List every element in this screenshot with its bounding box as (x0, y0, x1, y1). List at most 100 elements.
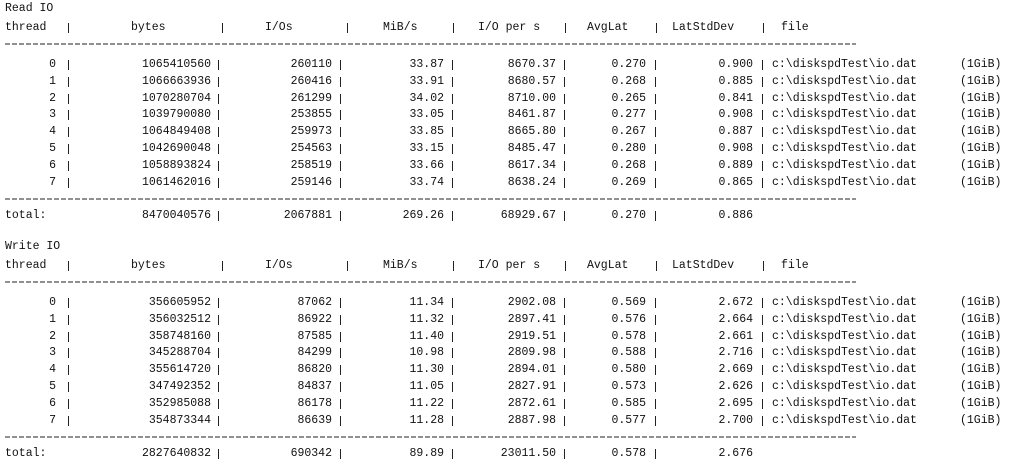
column-divider (656, 23, 657, 33)
column-divider (68, 23, 69, 33)
cell: 2.700 (718, 413, 753, 427)
column-divider (564, 110, 565, 121)
file-path: c:\diskspdTest\io.dat (772, 142, 917, 155)
cell: 2 (49, 329, 56, 343)
file-size: (1GiB) (960, 158, 1002, 172)
column-divider (452, 331, 453, 342)
column-header: bytes (131, 21, 166, 34)
cell: 3 (49, 108, 56, 122)
cell: 0 (49, 58, 56, 71)
cell: 34.02 (409, 91, 444, 105)
column-divider (218, 127, 219, 138)
cell: 33.85 (409, 125, 444, 139)
column-divider (68, 60, 69, 70)
column-divider (218, 76, 219, 87)
cell: 10.98 (409, 346, 444, 360)
file-path: c:\diskspdTest\io.dat (772, 158, 917, 172)
file-path: c:\diskspdTest\io.dat (772, 329, 917, 343)
column-header: LatStdDev (672, 259, 735, 272)
section-title: Read IO (5, 2, 54, 15)
column-divider (340, 110, 341, 121)
column-divider (762, 76, 763, 87)
column-divider (340, 160, 341, 171)
cell: 0.908 (718, 108, 753, 122)
column-divider (68, 144, 69, 154)
cell: 2.664 (718, 312, 753, 326)
column-divider (68, 298, 69, 308)
total-label: total: (5, 209, 47, 222)
column-divider (218, 110, 219, 121)
file-size: (1GiB) (960, 58, 1002, 71)
column-divider (68, 331, 69, 342)
cell: 86922 (297, 312, 332, 326)
column-divider (452, 298, 453, 308)
cell: 1058893824 (141, 158, 211, 172)
column-divider (452, 60, 453, 70)
cell: 0.908 (718, 142, 753, 155)
cell: 2.626 (718, 380, 753, 393)
cell: 1 (49, 74, 56, 88)
cell: 0.580 (611, 363, 646, 377)
column-header: I/Os (265, 21, 293, 34)
column-divider (218, 382, 219, 392)
total-cell: 269.26 (402, 209, 444, 222)
file-size: (1GiB) (960, 329, 1002, 343)
column-divider (452, 211, 453, 221)
column-divider (564, 449, 565, 459)
column-divider (452, 93, 453, 104)
file-path: c:\diskspdTest\io.dat (772, 346, 917, 360)
section-title: Write IO (5, 240, 61, 253)
column-divider (218, 348, 219, 359)
total-cell: 0.886 (718, 209, 753, 222)
cell: 7 (49, 175, 56, 189)
column-divider (762, 93, 763, 104)
cell: 8710.00 (507, 91, 556, 105)
column-divider (564, 177, 565, 188)
column-divider (453, 23, 454, 33)
column-divider (340, 348, 341, 359)
file-size: (1GiB) (960, 175, 1002, 189)
column-divider (340, 211, 341, 221)
total-cell: 0.578 (611, 447, 646, 460)
cell: 355614720 (148, 363, 211, 377)
cell: 2897.41 (507, 312, 556, 326)
cell: 5 (49, 380, 56, 393)
file-size: (1GiB) (960, 296, 1002, 309)
cell: 1065410560 (141, 58, 211, 71)
cell: 6 (49, 158, 56, 172)
cell: 0.267 (611, 125, 646, 139)
column-divider (340, 144, 341, 154)
cell: 33.91 (409, 74, 444, 88)
column-divider (68, 93, 69, 104)
cell: 254563 (290, 142, 332, 155)
cell: 0.265 (611, 91, 646, 105)
file-size: (1GiB) (960, 142, 1002, 155)
column-header: LatStdDev (672, 21, 735, 34)
cell: 2.669 (718, 363, 753, 377)
file-path: c:\diskspdTest\io.dat (772, 380, 917, 393)
cell: 87585 (297, 329, 332, 343)
cell: 2894.01 (507, 363, 556, 377)
column-divider (218, 298, 219, 308)
file-path: c:\diskspdTest\io.dat (772, 74, 917, 88)
cell: 358748160 (148, 329, 211, 343)
file-path: c:\diskspdTest\io.dat (772, 108, 917, 122)
column-divider (340, 314, 341, 325)
cell: 84299 (297, 346, 332, 360)
cell: 0.569 (611, 296, 646, 309)
column-divider (762, 398, 763, 409)
file-path: c:\diskspdTest\io.dat (772, 296, 917, 309)
file-size: (1GiB) (960, 396, 1002, 410)
column-divider (452, 177, 453, 188)
cell: 0.573 (611, 380, 646, 393)
cell: 258519 (290, 158, 332, 172)
file-path: c:\diskspdTest\io.dat (772, 413, 917, 427)
cell: 0 (49, 296, 56, 309)
cell: 0.887 (718, 125, 753, 139)
cell: 1 (49, 312, 56, 326)
column-divider (218, 415, 219, 426)
column-divider (655, 93, 656, 104)
total-cell: 0.270 (611, 209, 646, 222)
cell: 2827.91 (507, 380, 556, 393)
